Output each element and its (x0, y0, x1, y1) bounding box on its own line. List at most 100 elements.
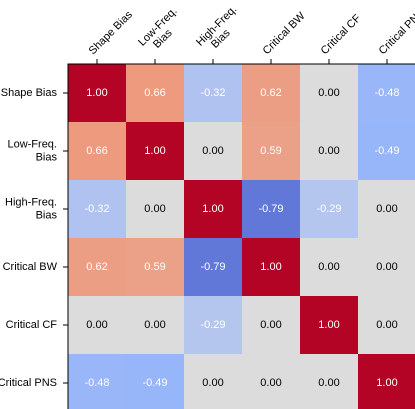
svg-text:High-Freq.Bias: High-Freq.Bias (194, 3, 248, 57)
heatmap-cell (184, 354, 242, 409)
heatmap-cells (68, 64, 415, 409)
cell-value-label: 1.00 (144, 145, 165, 157)
row-label-line: Critical BW (3, 261, 58, 273)
column-label: Shape Bias (87, 8, 136, 57)
heatmap-cell (242, 180, 300, 238)
row-label-line: Critical PNS (0, 377, 57, 389)
heatmap-cell (126, 354, 184, 409)
heatmap-cell (300, 238, 358, 296)
heatmap-cell (126, 296, 184, 354)
heatmap-cell (126, 122, 184, 180)
heatmap-cell (68, 180, 126, 238)
cell-value-label: 1.00 (260, 261, 281, 273)
heatmap-cell (358, 354, 415, 409)
heatmap-cell (300, 122, 358, 180)
heatmap-cell (68, 354, 126, 409)
heatmap-cell (242, 64, 300, 122)
cell-value-label: 1.00 (202, 203, 223, 215)
heatmap-cell (242, 296, 300, 354)
column-label-line: Shape Bias (87, 8, 136, 57)
cell-value-label: 0.00 (260, 319, 281, 331)
heatmap-cell (68, 296, 126, 354)
heatmap-cell (300, 64, 358, 122)
row-label-line: High-Freq. (5, 196, 57, 208)
cell-value-label: -0.32 (84, 203, 109, 215)
row-label: High-Freq. Bias (5, 196, 57, 221)
svg-text:Critical BW: Critical BW (261, 10, 308, 57)
row-label: Critical BW (3, 261, 58, 273)
heatmap-frame (67, 63, 415, 409)
cell-value-label: 0.00 (144, 319, 165, 331)
svg-text:Critical PNS: Critical PNS (377, 7, 415, 57)
heatmap-cell (184, 64, 242, 122)
heatmap-cell (242, 122, 300, 180)
heatmap-cell (184, 238, 242, 296)
heatmap-cell (242, 238, 300, 296)
heatmap-cell (184, 180, 242, 238)
column-label: Critical CF (319, 12, 364, 57)
cell-value-label: 0.59 (260, 145, 281, 157)
cell-value-label: -0.49 (142, 377, 167, 389)
cell-value-label: 0.00 (318, 87, 339, 99)
heatmap-cell (126, 180, 184, 238)
cell-value-label: 1.00 (318, 319, 339, 331)
cell-value-label: 0.62 (260, 87, 281, 99)
column-label-line: Critical CF (319, 12, 364, 57)
svg-text:Critical CF: Critical CF (319, 12, 364, 57)
cell-value-label: 0.59 (144, 261, 165, 273)
column-label: Low-Freq.Bias (136, 5, 188, 57)
cell-value-label: -0.29 (316, 203, 341, 215)
cell-value-label: 1.00 (86, 87, 107, 99)
column-label: Critical PNS (377, 7, 415, 57)
heatmap-cell (358, 296, 415, 354)
heatmap-cell (358, 122, 415, 180)
svg-text:Shape Bias: Shape Bias (87, 8, 136, 57)
column-label-line: Critical BW (261, 10, 308, 57)
cell-value-label: 0.62 (86, 261, 107, 273)
cell-value-label: 0.00 (376, 261, 397, 273)
heatmap-cell (184, 122, 242, 180)
column-label: High-Freq.Bias (194, 3, 248, 57)
cell-value-label: -0.32 (200, 87, 225, 99)
cell-value-label: -0.48 (84, 377, 109, 389)
cell-value-label: -0.29 (200, 319, 225, 331)
heatmap-cell (68, 238, 126, 296)
heatmap-value-labels: 1.00 0.66 -0.32 0.62 0.00 -0.48 0.66 1.00 0.00 0.… (84, 87, 399, 389)
cell-value-label: 0.00 (318, 145, 339, 157)
cell-value-label: 0.00 (202, 145, 223, 157)
column-labels: Shape Bias Low-Freq.Bias High-Freq.Bias Cri… (87, 3, 415, 64)
cell-value-label: -0.79 (200, 261, 225, 273)
heatmap-cell (358, 64, 415, 122)
row-label-line: Bias (36, 209, 58, 221)
cell-value-label: 0.00 (376, 203, 397, 215)
row-label-line: Low-Freq. (7, 138, 57, 150)
cell-value-label: 0.66 (144, 87, 165, 99)
svg-text:Low-Freq.Bias: Low-Freq.Bias (136, 5, 188, 57)
cell-value-label: 0.00 (318, 261, 339, 273)
row-label-line: Shape Bias (1, 87, 58, 99)
heatmap-cell (126, 238, 184, 296)
heatmap-cell (358, 180, 415, 238)
heatmap-cell (300, 296, 358, 354)
cell-value-label: 0.00 (260, 377, 281, 389)
row-label-line: Bias (36, 151, 58, 163)
heatmap-cell (358, 238, 415, 296)
row-label: Low-Freq. Bias (7, 138, 57, 163)
heatmap-cell (68, 64, 126, 122)
cell-value-label: 0.00 (318, 377, 339, 389)
heatmap-cell (242, 354, 300, 409)
cell-value-label: 1.00 (376, 377, 397, 389)
row-label: Critical CF (6, 319, 58, 331)
cell-value-label: -0.79 (258, 203, 283, 215)
heatmap-cell (184, 296, 242, 354)
cell-value-label: 0.00 (144, 203, 165, 215)
heatmap-cell (300, 180, 358, 238)
row-label: Shape Bias (1, 87, 58, 99)
heatmap-cell (300, 354, 358, 409)
cell-value-label: 0.00 (376, 319, 397, 331)
cell-value-label: -0.49 (374, 145, 399, 157)
cell-value-label: 0.00 (86, 319, 107, 331)
column-label: Critical BW (261, 10, 308, 57)
